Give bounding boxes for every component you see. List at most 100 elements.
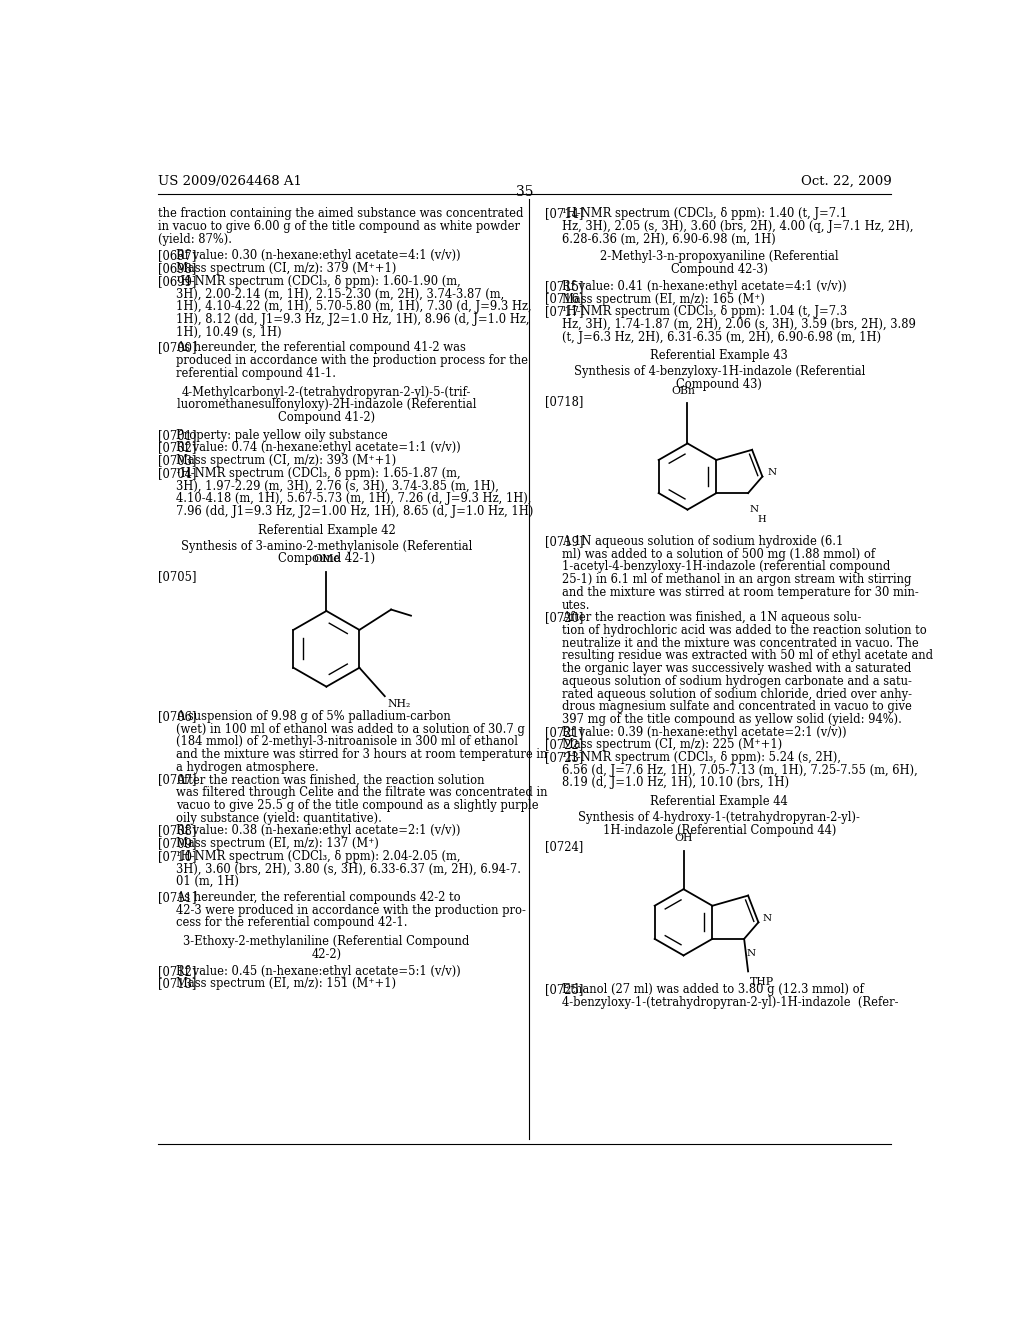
Text: resulting residue was extracted with 50 ml of ethyl acetate and: resulting residue was extracted with 50 …: [562, 649, 933, 663]
Text: ¹H-NMR spectrum (CDCl₃, δ ppm): 1.60-1.90 (m,: ¹H-NMR spectrum (CDCl₃, δ ppm): 1.60-1.9…: [176, 275, 461, 288]
Text: produced in accordance with the production process for the: produced in accordance with the producti…: [176, 354, 527, 367]
Text: (184 mmol) of 2-methyl-3-nitroanisole in 300 ml of ethanol: (184 mmol) of 2-methyl-3-nitroanisole in…: [176, 735, 517, 748]
Text: [0711]: [0711]: [158, 891, 197, 904]
Text: 25-1) in 6.1 ml of methanol in an argon stream with stirring: 25-1) in 6.1 ml of methanol in an argon …: [562, 573, 911, 586]
Text: N: N: [750, 506, 759, 515]
Text: 6.56 (d, J=7.6 Hz, 1H), 7.05-7.13 (m, 1H), 7.25-7.55 (m, 6H),: 6.56 (d, J=7.6 Hz, 1H), 7.05-7.13 (m, 1H…: [562, 764, 918, 776]
Text: [0713]: [0713]: [158, 977, 197, 990]
Text: 42-2): 42-2): [311, 948, 341, 961]
Text: [0703]: [0703]: [158, 454, 197, 467]
Text: [0707]: [0707]: [158, 774, 197, 787]
Text: ml) was added to a solution of 500 mg (1.88 mmol) of: ml) was added to a solution of 500 mg (1…: [562, 548, 876, 561]
Text: 4-benzyloxy-1-(tetrahydropyran-2-yl)-1H-indazole  (Refer-: 4-benzyloxy-1-(tetrahydropyran-2-yl)-1H-…: [562, 995, 899, 1008]
Text: Referential Example 43: Referential Example 43: [650, 350, 788, 363]
Text: Mass spectrum (CI, m/z): 393 (M⁺+1): Mass spectrum (CI, m/z): 393 (M⁺+1): [176, 454, 396, 467]
Text: A suspension of 9.98 g of 5% palladium-carbon: A suspension of 9.98 g of 5% palladium-c…: [176, 710, 451, 723]
Text: 4-Methylcarbonyl-2-(tetrahydropyran-2-yl)-5-(trif-: 4-Methylcarbonyl-2-(tetrahydropyran-2-yl…: [181, 385, 471, 399]
Text: 6.28-6.36 (m, 2H), 6.90-6.98 (m, 1H): 6.28-6.36 (m, 2H), 6.90-6.98 (m, 1H): [562, 232, 776, 246]
Text: referential compound 41-1.: referential compound 41-1.: [176, 367, 336, 380]
Text: [0723]: [0723]: [545, 751, 583, 764]
Text: [0702]: [0702]: [158, 441, 197, 454]
Text: Rf value: 0.45 (n-hexane:ethyl acetate=5:1 (v/v)): Rf value: 0.45 (n-hexane:ethyl acetate=5…: [176, 965, 461, 978]
Text: [0721]: [0721]: [545, 726, 583, 739]
Text: [0722]: [0722]: [545, 738, 583, 751]
Text: [0701]: [0701]: [158, 429, 197, 442]
Text: [0700]: [0700]: [158, 342, 197, 354]
Text: Rf value: 0.74 (n-hexane:ethyl acetate=1:1 (v/v)): Rf value: 0.74 (n-hexane:ethyl acetate=1…: [176, 441, 461, 454]
Text: Synthesis of 3-amino-2-methylanisole (Referential: Synthesis of 3-amino-2-methylanisole (Re…: [180, 540, 472, 553]
Text: (t, J=6.3 Hz, 2H), 6.31-6.35 (m, 2H), 6.90-6.98 (m, 1H): (t, J=6.3 Hz, 2H), 6.31-6.35 (m, 2H), 6.…: [562, 331, 882, 343]
Text: in vacuo to give 6.00 g of the title compound as white powder: in vacuo to give 6.00 g of the title com…: [158, 220, 520, 232]
Text: [0708]: [0708]: [158, 825, 197, 837]
Text: [0697]: [0697]: [158, 249, 197, 263]
Text: rated aqueous solution of sodium chloride, dried over anhy-: rated aqueous solution of sodium chlorid…: [562, 688, 912, 701]
Text: Mass spectrum (CI, m/z): 225 (M⁺+1): Mass spectrum (CI, m/z): 225 (M⁺+1): [562, 738, 782, 751]
Text: neutralize it and the mixture was concentrated in vacuo. The: neutralize it and the mixture was concen…: [562, 636, 919, 649]
Text: [0719]: [0719]: [545, 535, 583, 548]
Text: A 1N aqueous solution of sodium hydroxide (6.1: A 1N aqueous solution of sodium hydroxid…: [562, 535, 844, 548]
Text: ¹H-NMR spectrum (CDCl₃, δ ppm): 1.65-1.87 (m,: ¹H-NMR spectrum (CDCl₃, δ ppm): 1.65-1.8…: [176, 467, 460, 480]
Text: Mass spectrum (EI, m/z): 151 (M⁺+1): Mass spectrum (EI, m/z): 151 (M⁺+1): [176, 977, 395, 990]
Text: [0717]: [0717]: [545, 305, 583, 318]
Text: US 2009/0264468 A1: US 2009/0264468 A1: [158, 174, 302, 187]
Text: [0718]: [0718]: [545, 395, 583, 408]
Text: OH: OH: [674, 833, 693, 843]
Text: 4.10-4.18 (m, 1H), 5.67-5.73 (m, 1H), 7.26 (d, J=9.3 Hz, 1H),: 4.10-4.18 (m, 1H), 5.67-5.73 (m, 1H), 7.…: [176, 492, 531, 506]
Text: 1H), 10.49 (s, 1H): 1H), 10.49 (s, 1H): [176, 326, 282, 339]
Text: Referential Example 42: Referential Example 42: [257, 524, 395, 537]
Text: 3-Ethoxy-2-methylaniline (Referential Compound: 3-Ethoxy-2-methylaniline (Referential Co…: [183, 935, 470, 948]
Text: N: N: [767, 469, 776, 477]
Text: As hereunder, the referential compounds 42-2 to: As hereunder, the referential compounds …: [176, 891, 460, 904]
Text: [0706]: [0706]: [158, 710, 197, 723]
Text: N: N: [763, 913, 771, 923]
Text: vacuo to give 25.5 g of the title compound as a slightly purple: vacuo to give 25.5 g of the title compou…: [176, 799, 539, 812]
Text: After the reaction was finished, the reaction solution: After the reaction was finished, the rea…: [176, 774, 484, 787]
Text: (yield: 87%).: (yield: 87%).: [158, 232, 232, 246]
Text: ¹H-NMR spectrum (CDCl₃, δ ppm): 1.40 (t, J=7.1: ¹H-NMR spectrum (CDCl₃, δ ppm): 1.40 (t,…: [562, 207, 847, 220]
Text: Rf value: 0.38 (n-hexane:ethyl acetate=2:1 (v/v)): Rf value: 0.38 (n-hexane:ethyl acetate=2…: [176, 825, 460, 837]
Text: [0715]: [0715]: [545, 280, 583, 293]
Text: Hz, 3H), 1.74-1.87 (m, 2H), 2.06 (s, 3H), 3.59 (brs, 2H), 3.89: Hz, 3H), 1.74-1.87 (m, 2H), 2.06 (s, 3H)…: [562, 318, 916, 331]
Text: ¹H-NMR spectrum (CDCl₃, δ ppm): 1.04 (t, J=7.3: ¹H-NMR spectrum (CDCl₃, δ ppm): 1.04 (t,…: [562, 305, 847, 318]
Text: (wet) in 100 ml of ethanol was added to a solution of 30.7 g: (wet) in 100 ml of ethanol was added to …: [176, 723, 524, 735]
Text: Ethanol (27 ml) was added to 3.80 g (12.3 mmol) of: Ethanol (27 ml) was added to 3.80 g (12.…: [562, 983, 864, 995]
Text: [0698]: [0698]: [158, 263, 197, 275]
Text: Rf value: 0.41 (n-hexane:ethyl acetate=4:1 (v/v)): Rf value: 0.41 (n-hexane:ethyl acetate=4…: [562, 280, 847, 293]
Text: [0714]: [0714]: [545, 207, 583, 220]
Text: cess for the referential compound 42-1.: cess for the referential compound 42-1.: [176, 916, 408, 929]
Text: Mass spectrum (EI, m/z): 165 (M⁺): Mass spectrum (EI, m/z): 165 (M⁺): [562, 293, 765, 305]
Text: oily substance (yield: quantitative).: oily substance (yield: quantitative).: [176, 812, 382, 825]
Text: Property: pale yellow oily substance: Property: pale yellow oily substance: [176, 429, 387, 442]
Text: utes.: utes.: [562, 598, 591, 611]
Text: 1-acetyl-4-benzyloxy-1H-indazole (referential compound: 1-acetyl-4-benzyloxy-1H-indazole (refere…: [562, 561, 891, 573]
Text: Compound 42-3): Compound 42-3): [671, 263, 768, 276]
Text: drous magnesium sulfate and concentrated in vacuo to give: drous magnesium sulfate and concentrated…: [562, 700, 912, 713]
Text: 3H), 3.60 (brs, 2H), 3.80 (s, 3H), 6.33-6.37 (m, 2H), 6.94-7.: 3H), 3.60 (brs, 2H), 3.80 (s, 3H), 6.33-…: [176, 862, 520, 875]
Text: Compound 42-1): Compound 42-1): [278, 552, 375, 565]
Text: Referential Example 44: Referential Example 44: [650, 795, 788, 808]
Text: 35: 35: [516, 185, 534, 199]
Text: 7.96 (dd, J1=9.3 Hz, J2=1.00 Hz, 1H), 8.65 (d, J=1.0 Hz, 1H): 7.96 (dd, J1=9.3 Hz, J2=1.00 Hz, 1H), 8.…: [176, 506, 532, 517]
Text: Oct. 22, 2009: Oct. 22, 2009: [801, 174, 892, 187]
Text: NH₂: NH₂: [387, 700, 411, 709]
Text: 42-3 were produced in accordance with the production pro-: 42-3 were produced in accordance with th…: [176, 904, 525, 916]
Text: was filtered through Celite and the filtrate was concentrated in: was filtered through Celite and the filt…: [176, 787, 547, 800]
Text: OMe: OMe: [313, 554, 340, 564]
Text: 3H), 1.97-2.29 (m, 3H), 2.76 (s, 3H), 3.74-3.85 (m, 1H),: 3H), 1.97-2.29 (m, 3H), 2.76 (s, 3H), 3.…: [176, 479, 499, 492]
Text: a hydrogen atmosphere.: a hydrogen atmosphere.: [176, 760, 318, 774]
Text: Hz, 3H), 2.05 (s, 3H), 3.60 (brs, 2H), 4.00 (q, J=7.1 Hz, 2H),: Hz, 3H), 2.05 (s, 3H), 3.60 (brs, 2H), 4…: [562, 220, 913, 232]
Text: 3H), 2.00-2.14 (m, 1H), 2.15-2.30 (m, 2H), 3.74-3.87 (m,: 3H), 2.00-2.14 (m, 1H), 2.15-2.30 (m, 2H…: [176, 288, 504, 301]
Text: After the reaction was finished, a 1N aqueous solu-: After the reaction was finished, a 1N aq…: [562, 611, 861, 624]
Text: [0699]: [0699]: [158, 275, 197, 288]
Text: tion of hydrochloric acid was added to the reaction solution to: tion of hydrochloric acid was added to t…: [562, 624, 927, 638]
Text: 1H), 4.10-4.22 (m, 1H), 5.70-5.80 (m, 1H), 7.30 (d, J=9.3 Hz,: 1H), 4.10-4.22 (m, 1H), 5.70-5.80 (m, 1H…: [176, 300, 531, 313]
Text: 1H), 8.12 (dd, J1=9.3 Hz, J2=1.0 Hz, 1H), 8.96 (d, J=1.0 Hz,: 1H), 8.12 (dd, J1=9.3 Hz, J2=1.0 Hz, 1H)…: [176, 313, 529, 326]
Text: Mass spectrum (EI, m/z): 137 (M⁺): Mass spectrum (EI, m/z): 137 (M⁺): [176, 837, 379, 850]
Text: [0704]: [0704]: [158, 467, 197, 480]
Text: As hereunder, the referential compound 41-2 was: As hereunder, the referential compound 4…: [176, 342, 466, 354]
Text: luoromethanesulfonyloxy)-2H-indazole (Referential: luoromethanesulfonyloxy)-2H-indazole (Re…: [177, 399, 476, 412]
Text: Mass spectrum (CI, m/z): 379 (M⁺+1): Mass spectrum (CI, m/z): 379 (M⁺+1): [176, 263, 396, 275]
Text: ¹H-NMR spectrum (CDCl₃, δ ppm): 5.24 (s, 2H),: ¹H-NMR spectrum (CDCl₃, δ ppm): 5.24 (s,…: [562, 751, 841, 764]
Text: 2-Methyl-3-n-propoxyaniline (Referential: 2-Methyl-3-n-propoxyaniline (Referential: [600, 251, 839, 264]
Text: and the mixture was stirred at room temperature for 30 min-: and the mixture was stirred at room temp…: [562, 586, 919, 599]
